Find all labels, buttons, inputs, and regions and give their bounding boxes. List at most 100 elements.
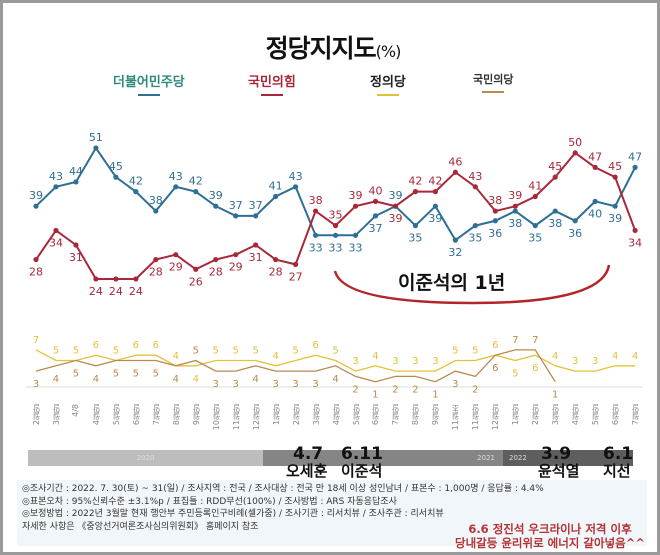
data-point	[432, 203, 438, 209]
data-point	[312, 232, 319, 238]
data-label: 42	[189, 175, 203, 188]
data-point	[352, 232, 359, 238]
event-date: 6.1	[603, 444, 634, 464]
data-label: 3	[392, 356, 398, 367]
data-label: 35	[408, 232, 422, 245]
data-label: 34	[628, 236, 642, 249]
data-label: 5	[332, 346, 338, 357]
data-label: 42	[408, 175, 422, 188]
data-label: 41	[269, 180, 283, 193]
data-label: 39	[349, 189, 363, 202]
data-point	[213, 256, 219, 263]
data-point	[552, 208, 558, 214]
data-point	[472, 223, 478, 229]
data-label: 47	[628, 150, 642, 163]
data-label: 3	[572, 356, 578, 367]
event-date: 3.9	[541, 444, 572, 464]
data-point	[73, 179, 79, 185]
data-label: 39	[508, 189, 522, 202]
data-point	[93, 145, 99, 151]
annotation-arc	[333, 264, 611, 305]
data-point	[113, 276, 119, 282]
data-label: 2	[392, 384, 398, 395]
x-tick-label: 12월말	[491, 404, 501, 431]
x-tick-label: 6월말	[371, 404, 381, 426]
data-label: 45	[109, 160, 123, 173]
data-label: 35	[528, 232, 542, 245]
legend-ppp: 국민의힘	[248, 71, 296, 96]
year-2020: 2020	[28, 450, 263, 466]
footnote-line: ◎조사기간 : 2022. 7. 30(토) ~ 31(일) / 조사지역 : …	[22, 484, 544, 494]
data-label: 4	[612, 351, 618, 362]
data-label: 5	[252, 346, 258, 357]
x-tick-label: 11월말	[231, 404, 241, 431]
legend-justice: 정의당	[370, 71, 406, 96]
data-label: 36	[568, 227, 582, 240]
data-label: 5	[73, 369, 79, 380]
data-point	[293, 184, 299, 190]
x-tick-label: 7월말	[151, 404, 161, 426]
data-point	[332, 223, 339, 229]
data-label: 37	[249, 199, 263, 212]
data-label: 43	[49, 170, 63, 183]
data-label: 31	[69, 251, 83, 264]
data-label: 5	[133, 369, 139, 380]
series-line	[35, 349, 556, 383]
data-label: 5	[53, 346, 59, 357]
data-label: 5	[193, 346, 199, 357]
data-point	[253, 213, 259, 219]
event-name: 지선	[603, 462, 631, 480]
data-label: 6	[312, 340, 318, 351]
data-point	[572, 150, 578, 156]
data-label: 34	[49, 236, 63, 249]
data-label: 3	[312, 379, 318, 390]
data-label: 28	[209, 266, 223, 279]
data-label: 47	[588, 150, 602, 163]
data-point	[412, 189, 419, 195]
data-label: 2	[352, 384, 358, 395]
data-label: 4	[632, 351, 638, 362]
data-label: 29	[169, 261, 183, 274]
legend-minjoo: 더불어민주당	[113, 71, 185, 96]
data-point	[572, 218, 578, 224]
data-point	[612, 203, 618, 209]
data-label: 36	[488, 227, 502, 240]
data-label: 33	[309, 241, 323, 254]
data-point	[33, 203, 39, 209]
data-label: 42	[428, 175, 442, 188]
data-label: 6	[492, 363, 498, 374]
data-point	[612, 174, 618, 180]
x-tick-label: 9월말	[431, 404, 441, 426]
data-label: 44	[69, 165, 83, 178]
data-point	[592, 198, 598, 204]
data-point	[492, 208, 498, 214]
series-line	[35, 349, 636, 372]
data-label: 51	[89, 131, 103, 144]
data-label: 7	[512, 335, 518, 346]
x-tick-label: 8월말	[411, 404, 421, 426]
x-tick-label: 2월말	[291, 404, 301, 426]
event-date: 4.7	[293, 444, 324, 464]
x-tick-label: 5월말	[111, 404, 121, 426]
data-label: 5	[73, 346, 79, 357]
data-point	[73, 242, 79, 248]
data-point	[472, 184, 478, 190]
data-label: 5	[292, 346, 298, 357]
data-point	[133, 189, 139, 195]
data-label: 1	[432, 390, 438, 401]
data-label: 5	[452, 346, 458, 357]
note-line: 6.6 정진석 우크라이나 저격 이후	[468, 522, 632, 536]
data-point	[233, 252, 239, 258]
event-name: 윤석열	[538, 462, 580, 480]
data-point	[632, 227, 638, 234]
data-label: 46	[448, 155, 462, 168]
data-point	[392, 203, 399, 209]
data-label: 1	[372, 390, 378, 401]
data-label: 3	[33, 379, 39, 390]
event-date: 6.11	[341, 444, 383, 464]
data-point	[372, 213, 379, 219]
data-label: 3	[352, 356, 358, 367]
data-point	[412, 223, 419, 229]
data-label: 39	[388, 189, 402, 202]
data-label: 4	[93, 374, 99, 385]
